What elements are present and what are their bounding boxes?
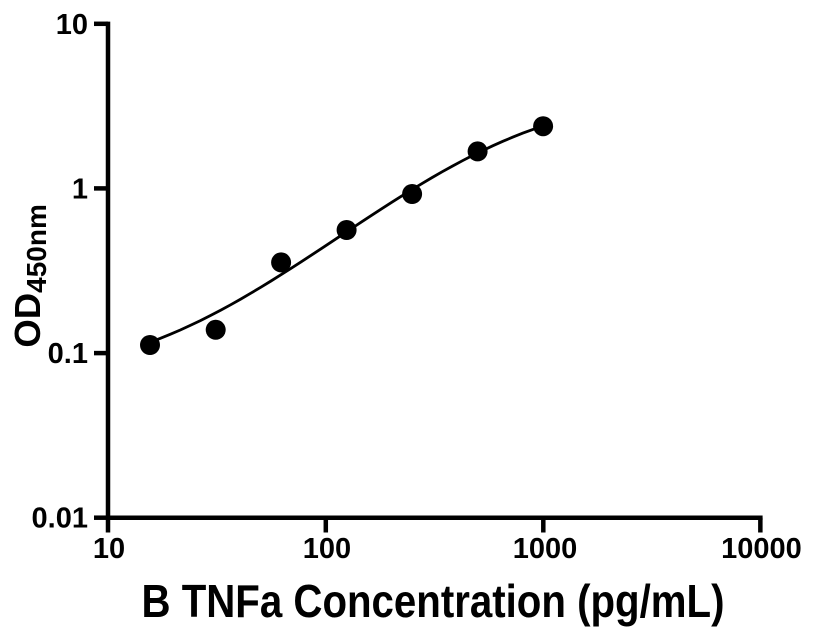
svg-text:10: 10: [56, 9, 88, 41]
svg-text:1: 1: [72, 173, 88, 205]
svg-text:B TNFa Concentration (pg/mL): B TNFa Concentration (pg/mL): [142, 575, 725, 627]
svg-text:0.01: 0.01: [32, 503, 88, 535]
svg-text:0.1: 0.1: [48, 338, 88, 370]
svg-text:10000: 10000: [721, 533, 802, 565]
svg-text:10: 10: [93, 533, 125, 565]
svg-text:1000: 1000: [513, 533, 578, 565]
svg-text:100: 100: [303, 533, 351, 565]
